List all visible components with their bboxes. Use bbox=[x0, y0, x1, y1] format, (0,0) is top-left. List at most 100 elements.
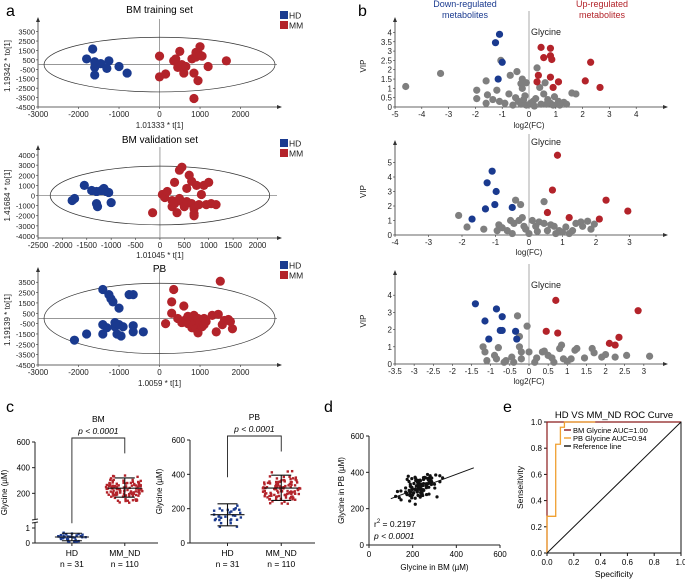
dot-mm bbox=[290, 469, 294, 473]
point-hd bbox=[92, 202, 103, 212]
dot-mm bbox=[268, 482, 272, 485]
point-mm bbox=[181, 61, 191, 72]
data-point bbox=[433, 486, 437, 490]
category-label: HD bbox=[66, 548, 78, 558]
dot-mm bbox=[288, 475, 291, 478]
legend-label-hd: HD bbox=[289, 11, 301, 21]
y-axis-label: VIP bbox=[359, 185, 368, 198]
dot-mm bbox=[283, 500, 286, 504]
x-tick-label: 0.0 bbox=[541, 558, 553, 567]
y-tick-label: 4 bbox=[388, 173, 393, 182]
legend-label-bm_roc: BM Glycine AUC=1.00 bbox=[573, 426, 648, 435]
dot-hd bbox=[75, 540, 78, 543]
dot-mm bbox=[286, 489, 289, 493]
dot-mm bbox=[110, 495, 113, 498]
y-axis-label: Senseitivity bbox=[515, 465, 525, 509]
data-point bbox=[427, 492, 431, 496]
x-tick-label: 4 bbox=[634, 110, 639, 119]
point-mm bbox=[167, 297, 177, 307]
point-ns bbox=[489, 95, 497, 104]
up-regulated-label: metabolites bbox=[579, 10, 626, 20]
point-down bbox=[492, 305, 501, 313]
point-up bbox=[587, 58, 595, 66]
category-n: n = 31 bbox=[216, 559, 240, 569]
data-point bbox=[425, 472, 430, 477]
point-mm bbox=[167, 308, 177, 318]
x-tick-label: 2 bbox=[594, 238, 599, 247]
y-tick-label: 2 bbox=[388, 326, 393, 335]
point-ns bbox=[584, 217, 592, 225]
dot-hd bbox=[229, 519, 232, 522]
y-tick-label: 2.5 bbox=[381, 56, 393, 65]
dot-mm bbox=[130, 484, 134, 487]
point-ns bbox=[518, 84, 526, 92]
x-tick-label: 400 bbox=[450, 550, 464, 559]
point-up bbox=[546, 44, 555, 52]
chart-title: BM bbox=[92, 414, 105, 424]
point-ns bbox=[473, 95, 481, 103]
point-mm bbox=[227, 324, 238, 334]
dot-mm bbox=[294, 478, 297, 481]
point-hd bbox=[82, 329, 92, 339]
dot-hd bbox=[235, 518, 239, 521]
point-hd bbox=[79, 180, 89, 190]
y-tick-label: -1000 bbox=[16, 202, 35, 211]
dot-hd bbox=[79, 535, 83, 538]
dot-mm bbox=[288, 482, 292, 486]
point-down bbox=[513, 335, 521, 343]
point-up bbox=[581, 77, 589, 85]
x-tick-label: -0.5 bbox=[503, 367, 517, 376]
dot-hd bbox=[219, 521, 223, 525]
chart-pb-oplsda: PB-3000 -2000 -1000 0 1000 200035002500150050… bbox=[3, 261, 303, 389]
point-hd bbox=[118, 322, 128, 332]
dot-mm bbox=[105, 491, 109, 494]
dot-mm bbox=[131, 495, 135, 498]
dot-hd bbox=[224, 515, 227, 518]
dot-mm bbox=[274, 487, 278, 491]
point-hd bbox=[114, 303, 124, 313]
dot-mm bbox=[110, 485, 113, 488]
chart-volcano-3: -3.5 -3 -2.5 -2 -1.5 -1 -0.5 0 0.5 1 1.5 2 2.5 3 0 1 2 3 4… bbox=[359, 264, 668, 386]
dot-mm bbox=[285, 492, 289, 496]
dot-mm bbox=[263, 493, 267, 496]
y-tick-label: 1.5 bbox=[381, 75, 393, 84]
dot-mm bbox=[126, 488, 129, 492]
category-n: n = 110 bbox=[267, 559, 295, 569]
x-axis-arrow bbox=[277, 105, 282, 109]
point-ns bbox=[525, 348, 533, 356]
dot-mm bbox=[290, 483, 293, 486]
y-tick-label: 1 bbox=[26, 524, 31, 533]
dot-mm bbox=[276, 489, 279, 492]
x-tick-label: -4 bbox=[418, 110, 426, 119]
significance-bracket bbox=[71, 437, 126, 524]
x-axis-label: 1.01333 * t[1] bbox=[136, 121, 184, 130]
point-up bbox=[565, 214, 573, 222]
dot-mm bbox=[263, 489, 266, 493]
point-ns bbox=[517, 355, 525, 363]
dot-mm bbox=[132, 492, 135, 496]
dot-mm bbox=[270, 471, 274, 474]
point-down bbox=[508, 203, 516, 212]
point-hd bbox=[98, 284, 108, 295]
point-ns bbox=[493, 86, 501, 94]
x-tick-label: 0 bbox=[158, 241, 163, 250]
data-point bbox=[424, 492, 429, 497]
x-tick-label: -1000 bbox=[109, 368, 130, 377]
chart-correlation: 00 200 200 400 400 600 600 Glycine in BM (µM) Gl… bbox=[337, 432, 507, 572]
dot-mm bbox=[124, 499, 127, 503]
dot-mm bbox=[138, 488, 141, 492]
dot-hd bbox=[213, 518, 217, 522]
legend-label-mm: MM bbox=[289, 271, 303, 281]
y-tick-label: 400 bbox=[172, 470, 186, 479]
dot-mm bbox=[131, 480, 135, 484]
dot-hd bbox=[62, 534, 65, 537]
point-mm bbox=[194, 200, 204, 210]
point-ns bbox=[590, 220, 598, 228]
point-ns bbox=[494, 344, 502, 352]
y-tick-label: 1 bbox=[388, 343, 393, 352]
dot-hd bbox=[233, 514, 237, 517]
dot-mm bbox=[112, 494, 115, 497]
data-point bbox=[407, 479, 411, 484]
point-up bbox=[534, 71, 542, 79]
data-point bbox=[413, 496, 417, 500]
